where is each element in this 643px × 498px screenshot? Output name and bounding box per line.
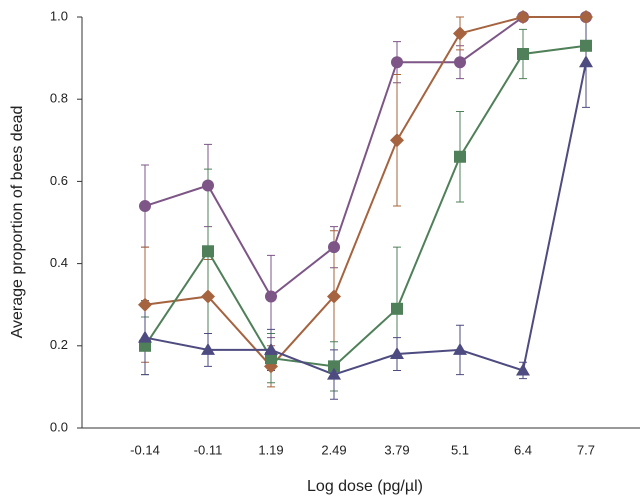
- marker: [390, 347, 404, 360]
- marker: [580, 39, 592, 52]
- y-tick-label: 0.6: [50, 173, 68, 188]
- y-axis-title: Average proportion of bees dead: [9, 106, 26, 339]
- marker: [138, 297, 152, 312]
- marker: [516, 10, 530, 24]
- marker: [579, 55, 593, 68]
- marker: [265, 290, 277, 303]
- marker: [264, 342, 278, 355]
- marker: [579, 10, 593, 24]
- marker: [139, 200, 151, 213]
- series-line: [144, 16, 586, 368]
- marker: [516, 363, 530, 376]
- x-tick-label: 3.79: [384, 442, 409, 457]
- x-tick-label: -0.14: [130, 442, 160, 457]
- marker: [327, 367, 341, 380]
- marker: [391, 302, 403, 315]
- marker: [390, 133, 404, 148]
- x-tick-label: 6.4: [514, 442, 532, 457]
- y-tick-label: 1.0: [50, 8, 68, 23]
- y-tick-label: 0.0: [50, 419, 68, 434]
- marker: [328, 360, 340, 373]
- marker: [391, 56, 403, 69]
- x-tick-label: 2.49: [321, 442, 346, 457]
- marker: [454, 56, 466, 69]
- marker: [139, 339, 151, 352]
- x-axis-title: Log dose (pg/µl): [307, 478, 423, 495]
- marker: [265, 352, 277, 365]
- x-tick-label: 5.1: [451, 442, 469, 457]
- marker: [454, 150, 466, 163]
- marker: [328, 241, 340, 254]
- marker: [453, 342, 467, 355]
- y-tick-label: 0.2: [50, 337, 68, 352]
- marker: [202, 245, 214, 258]
- marker: [201, 342, 215, 355]
- x-tick-label: 7.7: [577, 442, 595, 457]
- series-line: [144, 62, 587, 376]
- y-tick-label: 0.8: [50, 91, 68, 106]
- marker: [138, 330, 152, 343]
- x-tick-label: 1.19: [258, 442, 283, 457]
- marker: [517, 47, 529, 60]
- y-tick-label: 0.4: [50, 255, 68, 270]
- marker: [201, 289, 215, 304]
- marker: [202, 179, 214, 192]
- series-line: [144, 16, 586, 298]
- marker: [327, 289, 341, 304]
- series-line: [144, 44, 587, 368]
- x-tick-label: -0.11: [194, 442, 223, 457]
- marker: [453, 26, 467, 41]
